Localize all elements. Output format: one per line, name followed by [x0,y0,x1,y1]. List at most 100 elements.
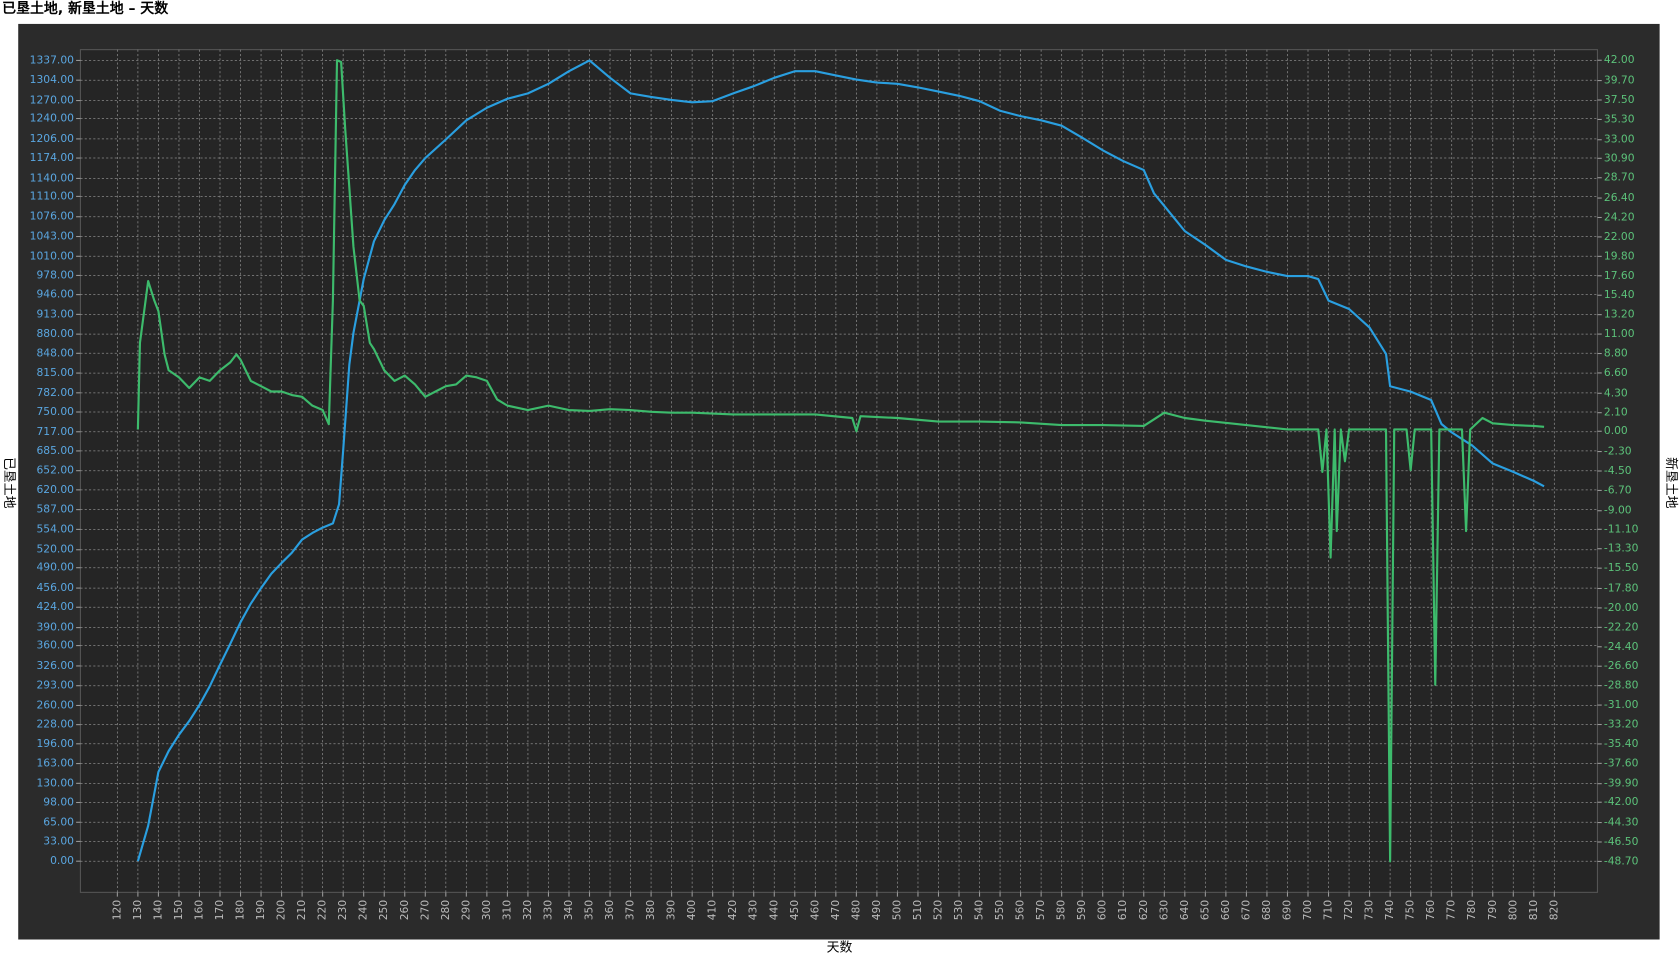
y2-tick-label: 4.30 [1604,386,1628,399]
y2-tick-label: 8.80 [1604,347,1628,360]
y2-tick-label: -33.20 [1604,718,1639,731]
x-tick-label: 340 [562,900,575,921]
x-tick-label: 300 [480,900,493,921]
x-tick-label: 740 [1383,900,1396,921]
x-tick-label: 450 [788,900,801,921]
y2-tick-label: 2.10 [1604,406,1628,419]
y-tick-label: 815.00 [36,366,74,379]
x-tick-label: 210 [295,900,308,921]
x-tick-label: 360 [603,900,616,921]
x-tick-label: 720 [1342,900,1355,921]
y-tick-label: 978.00 [36,268,74,281]
y-tick-label: 163.00 [36,757,74,770]
x-tick-label: 800 [1506,900,1519,921]
y2-tick-label: -48.70 [1604,854,1639,867]
y-tick-label: 130.00 [36,776,74,789]
y-tick-label: 260.00 [36,698,74,711]
x-axis-title: 天数 [827,941,853,956]
x-tick-label: 400 [685,900,698,921]
x-tick-label: 700 [1301,900,1314,921]
y2-tick-label: 35.30 [1604,112,1635,125]
x-tick-label: 260 [398,900,411,921]
x-tick-label: 430 [747,900,760,921]
x-tick-label: 460 [808,900,821,921]
y-tick-label: 520.00 [36,543,74,556]
x-tick-label: 750 [1404,900,1417,921]
x-tick-label: 690 [1280,900,1293,921]
y2-tick-label: -11.10 [1604,522,1639,535]
chart-title: 已垦土地, 新垦土地 – 天数 [2,0,168,17]
y2-tick-label: 30.90 [1604,151,1635,164]
x-tick-label: 200 [275,900,288,921]
x-tick-label: 530 [952,900,965,921]
y2-tick-label: -42.00 [1604,795,1639,808]
x-tick-label: 640 [1178,900,1191,921]
x-tick-label: 270 [418,900,431,921]
x-tick-label: 250 [377,900,390,921]
x-tick-label: 770 [1445,900,1458,921]
y2-tick-label: -15.50 [1604,561,1639,574]
y-tick-label: 620.00 [36,483,74,496]
y2-tick-label: -9.00 [1604,504,1632,517]
y2-tick-label: 13.20 [1604,308,1635,321]
y-tick-label: 1110.00 [30,189,75,202]
x-tick-label: 120 [110,900,123,921]
y-tick-label: 1337.00 [30,53,75,66]
y2-tick-label: 28.70 [1604,171,1635,184]
x-tick-label: 520 [931,900,944,921]
y2-tick-label: 33.00 [1604,133,1635,146]
y2-tick-label: 0.00 [1604,424,1628,437]
y2-tick-label: 22.00 [1604,230,1635,243]
x-tick-label: 820 [1547,900,1560,921]
y-tick-label: 1140.00 [30,171,75,184]
y-tick-label: 1304.00 [30,73,75,86]
data-line [136,59,1545,862]
y2-axis-title: 新垦土地 [1663,457,1679,509]
y-axis-title: 已垦土地 [1,457,16,509]
x-tick-label: 380 [644,900,657,921]
x-tick-label: 420 [726,900,739,921]
x-tick-label: 440 [767,900,780,921]
y2-tick-label: -6.70 [1604,483,1632,496]
y-tick-label: 1043.00 [30,230,75,243]
y-tick-label: 1270.00 [30,94,75,107]
y2-tick-label: -31.00 [1604,698,1639,711]
y2-tick-label: -28.80 [1604,679,1639,692]
x-tick-label: 730 [1363,900,1376,921]
y-tick-label: 65.00 [43,815,74,828]
y2-tick-label: 11.00 [1604,327,1635,340]
data-line [136,59,1545,863]
x-tick-label: 790 [1486,900,1499,921]
y2-tick-label: -35.40 [1604,737,1639,750]
x-tick-label: 150 [172,900,185,921]
y-tick-label: 228.00 [36,718,74,731]
y-tick-label: 1240.00 [30,112,75,125]
x-tick-label: 660 [1219,900,1232,921]
y2-tick-label: 17.60 [1604,269,1635,282]
x-tick-label: 390 [665,900,678,921]
y2-tick-label: 6.60 [1604,366,1628,379]
x-tick-label: 470 [829,900,842,921]
y2-tick-label: 39.70 [1604,74,1635,87]
y2-tick-label: -26.60 [1604,659,1639,672]
x-tick-label: 330 [541,900,554,921]
y2-tick-label: -20.00 [1604,601,1639,614]
y-tick-label: 848.00 [36,346,74,359]
x-tick-label: 510 [911,900,924,921]
x-tick-label: 550 [993,900,1006,921]
x-tick-label: 320 [521,900,534,921]
y-tick-label: 946.00 [36,288,74,301]
y2-tick-label: -17.80 [1604,581,1639,594]
y-tick-label: 490.00 [36,561,74,574]
y-tick-label: 390.00 [36,621,74,634]
x-tick-label: 670 [1239,900,1252,921]
x-tick-label: 170 [213,900,226,921]
x-tick-label: 580 [1055,900,1068,921]
x-tick-label: 570 [1034,900,1047,921]
y-tick-label: 293.00 [36,679,74,692]
y-tick-label: 587.00 [36,503,74,516]
x-tick-label: 490 [870,900,883,921]
y2-tick-label: -37.60 [1604,756,1639,769]
x-tick-label: 410 [706,900,719,921]
y-tick-label: 554.00 [36,522,74,535]
